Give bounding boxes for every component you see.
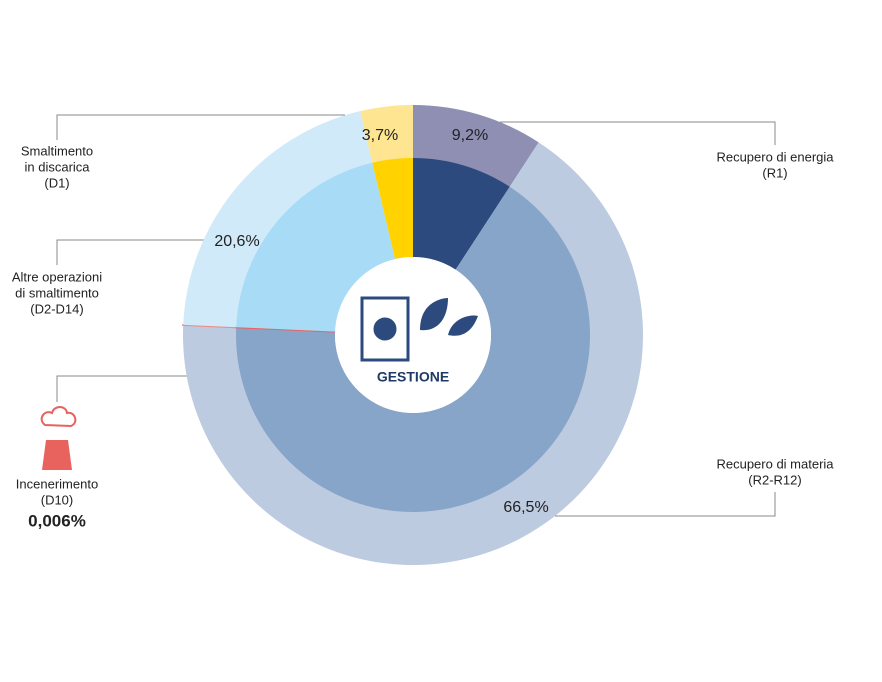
center-hole	[335, 257, 491, 413]
category-label: Recupero di energia	[716, 149, 834, 164]
inner-segment	[236, 186, 590, 513]
category-label: Incenerimento	[16, 476, 98, 491]
category-label: in discarica	[24, 159, 90, 174]
category-label: (D2-D14)	[30, 301, 83, 316]
connector	[56, 239, 205, 265]
category-label: (D1)	[44, 175, 69, 190]
value-label: 66,5%	[503, 499, 548, 516]
center-title: GESTIONE	[377, 369, 449, 385]
connector	[555, 492, 776, 517]
category-label: (R1)	[762, 165, 787, 180]
connector	[56, 375, 190, 402]
category-label: Smaltimento	[21, 143, 93, 158]
category-label: (R2-R12)	[748, 472, 801, 487]
category-label: Recupero di materia	[716, 456, 834, 471]
incinerator-icon	[40, 406, 77, 470]
inner-segment	[372, 158, 413, 260]
category-label: Altre operazioni	[12, 269, 102, 284]
center-icon	[360, 296, 478, 362]
outer-segment	[413, 105, 539, 188]
connector	[500, 121, 776, 145]
value-label: 9,2%	[452, 127, 488, 144]
value-label: 20,6%	[214, 233, 259, 250]
inner-segment	[236, 162, 396, 332]
connectors	[56, 114, 776, 517]
inner-segment	[413, 158, 510, 270]
value-label: 0,006%	[28, 511, 86, 530]
connector	[56, 114, 345, 140]
category-label: di smaltimento	[15, 285, 99, 300]
outer-segment	[183, 111, 373, 328]
outer-segment	[360, 105, 413, 164]
donut	[182, 105, 643, 565]
value-label: 3,7%	[362, 127, 398, 144]
category-label: (D10)	[41, 492, 74, 507]
